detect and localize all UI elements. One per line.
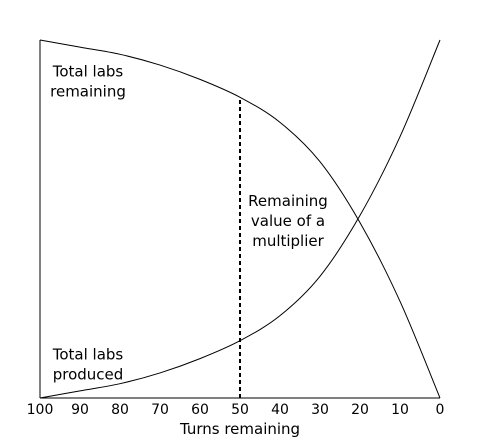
plot-area: Total labs remaining Remaining value of a mu… [39, 39, 441, 399]
annotation-layer: Total labs remaining Remaining value of a mu… [50, 63, 328, 384]
x-tick-label: 80 [111, 402, 129, 418]
annotation-line: Remaining [248, 192, 328, 210]
annotation-line: remaining [50, 83, 126, 101]
x-tick-label: 90 [71, 402, 89, 418]
x-tick-label: 40 [271, 402, 289, 418]
x-tick-label: 0 [436, 402, 445, 418]
x-tick-label: 100 [27, 402, 54, 418]
x-tick-label: 50 [231, 402, 249, 418]
series-layer [39, 39, 441, 399]
x-tick-label: 60 [191, 402, 209, 418]
series-line-1 [39, 39, 441, 399]
series-line-0 [39, 39, 441, 399]
x-tick-label: 10 [391, 402, 409, 418]
annotation-line: Total labs [52, 345, 124, 363]
x-tick-label: 30 [311, 402, 329, 418]
annotation-1: Remaining value of a multiplier [248, 192, 328, 250]
x-tick-label: 20 [351, 402, 369, 418]
annotation-line: value of a [251, 212, 325, 230]
annotation-line: multiplier [252, 232, 324, 250]
x-tick-labels: 100 90 80 70 60 50 40 30 20 10 0 [27, 402, 445, 418]
x-tick-label: 70 [151, 402, 169, 418]
annotation-line: produced [53, 365, 124, 383]
annotation-line: Total labs [52, 63, 124, 81]
annotation-2: Total labs produced [52, 345, 124, 383]
annotation-0: Total labs remaining [50, 63, 126, 101]
x-axis-label: Turns remaining [179, 420, 300, 438]
